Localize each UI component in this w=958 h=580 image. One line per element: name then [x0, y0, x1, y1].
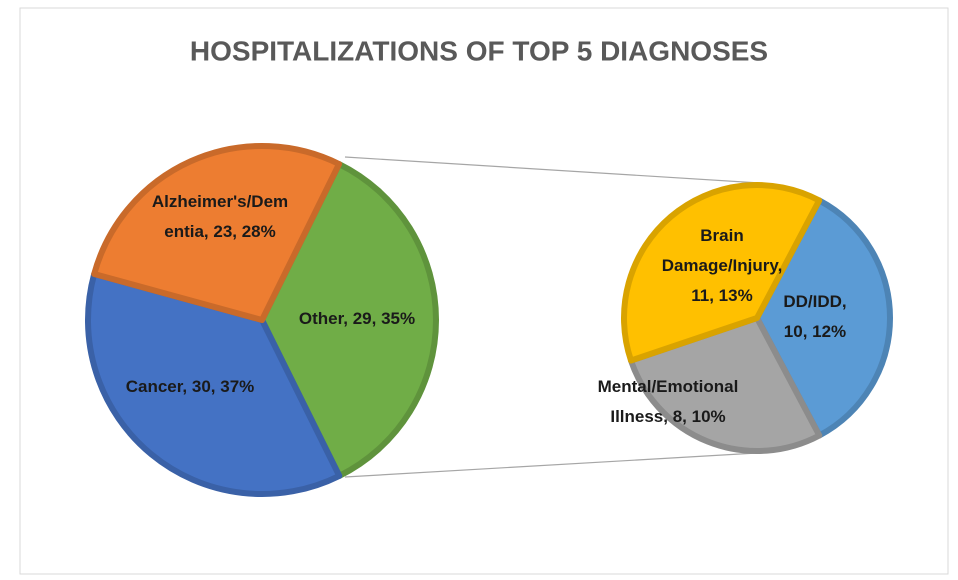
data-label-line: 10, 12%	[784, 322, 846, 341]
pie-slice	[85, 271, 343, 497]
data-label-line: Mental/Emotional	[598, 377, 739, 396]
pie-slice	[91, 143, 343, 323]
data-label: Mental/Emotional Illness, 8, 10%	[598, 377, 739, 426]
data-label: DD/IDD, 10, 12%	[783, 292, 846, 341]
connector-line	[344, 452, 758, 478]
data-label: Other, 29, 35%	[299, 309, 415, 328]
pie-slice	[621, 182, 823, 364]
data-label: Cancer, 30, 37%	[126, 377, 255, 396]
data-label-line: 11, 13%	[691, 286, 752, 305]
chart-title: HOSPITALIZATIONS OF TOP 5 DIAGNOSES	[190, 35, 768, 66]
data-label-line: Cancer, 30, 37%	[126, 377, 255, 396]
data-label: Brain Damage/Injury, 11, 13%	[662, 226, 783, 305]
data-label-line: Illness, 8, 10%	[610, 407, 725, 426]
pie-slice	[627, 315, 823, 454]
data-label-line: Alzheimer's/Dem	[152, 192, 288, 211]
data-label: Alzheimer's/Dem entia, 23, 28%	[152, 192, 288, 241]
data-label-line: DD/IDD,	[783, 292, 846, 311]
pie-slice	[259, 161, 439, 479]
data-label-line: Damage/Injury,	[662, 256, 783, 275]
data-label-line: Brain	[700, 226, 743, 245]
data-label-line: entia, 23, 28%	[164, 222, 276, 241]
connector-line	[344, 156, 761, 184]
data-label-line: Other, 29, 35%	[299, 309, 415, 328]
